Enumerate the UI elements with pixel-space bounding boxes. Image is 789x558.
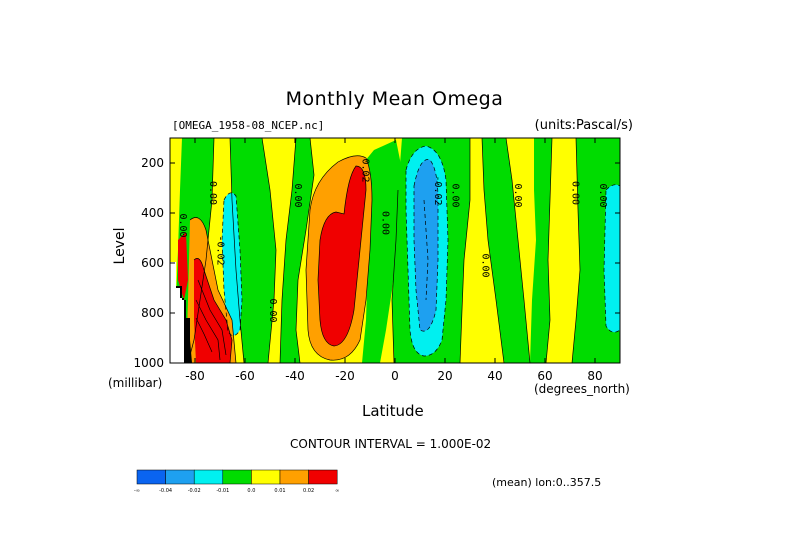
region-info: (mean) lon:0..357.5 — [492, 476, 602, 489]
dataset-label: [OMEGA_1958-08_NCEP.nc] — [172, 119, 325, 132]
x-tick-label: -40 — [285, 369, 305, 383]
x-axis-units: (degrees_north) — [534, 382, 630, 396]
fill-red-region — [194, 258, 232, 363]
contour-labels: -0.02 0.00 0.00 0.00 0.00 0.02 0.00 -0.02 0.00 0.… — [177, 158, 608, 322]
y-tick-label: 400 — [141, 206, 164, 220]
contour-label: 0.00 — [597, 183, 608, 207]
y-tick-label: 800 — [141, 306, 164, 320]
contour-label: 0.00 — [207, 181, 218, 205]
colorbar-swatch — [308, 469, 338, 485]
fill-red-region — [318, 166, 366, 346]
contour-label: 0.00 — [380, 211, 391, 235]
colorbar-label: 0.0 — [247, 488, 255, 494]
x-axis-label: Latitude — [362, 402, 424, 420]
missing-data — [170, 262, 184, 363]
colorbar-label: -0.01 — [216, 488, 229, 494]
y-tick-label: 600 — [141, 256, 164, 270]
x-tick-label: 60 — [537, 369, 552, 383]
colorbar-label: 0.01 — [274, 488, 285, 494]
fill-red-region — [178, 232, 188, 300]
units-label: (units:Pascal/s) — [534, 118, 633, 133]
contour-lines — [187, 138, 581, 363]
y-tick-label: 1000 — [133, 356, 164, 370]
chart-title: Monthly Mean Omega — [285, 88, 504, 110]
colorbar-swatch — [222, 469, 252, 485]
y-axis-ticks: 200 400 600 800 1000 — [133, 156, 620, 370]
x-tick-label: 20 — [437, 369, 452, 383]
colorbar-label: -0.04 — [159, 488, 172, 494]
contour-label: -0.02 — [215, 235, 226, 265]
x-axis-ticks: -80 -60 -40 -20 0 20 40 60 80 — [185, 138, 603, 383]
contour-label: 0.00 — [480, 253, 491, 277]
fill-blue-region — [414, 159, 438, 332]
contour-label: 0.02 — [360, 158, 371, 182]
topography-mask — [176, 286, 192, 363]
fill-green-band — [280, 138, 314, 363]
contour-interval: CONTOUR INTERVAL = 1.000E-02 — [290, 437, 492, 451]
fill-cyan-region — [222, 192, 242, 336]
colorbar: -∞ -0.04 -0.02 -0.01 0.0 0.01 0.02 ∞ — [134, 469, 339, 494]
x-tick-label: 80 — [587, 369, 602, 383]
contour-label: 0.00 — [450, 183, 461, 207]
x-tick-label: -80 — [185, 369, 205, 383]
fill-green-band — [530, 138, 552, 363]
colorbar-swatch — [251, 469, 281, 485]
contour-label: 0.00 — [267, 298, 278, 322]
colorbar-swatch — [279, 469, 309, 485]
x-tick-label: 0 — [391, 369, 399, 383]
x-tick-label: -60 — [235, 369, 255, 383]
y-tick-label: 200 — [141, 156, 164, 170]
contour-label: 0.00 — [177, 213, 188, 237]
colorbar-swatch — [136, 469, 166, 485]
negative-contours — [221, 145, 620, 357]
colorbar-swatch — [193, 469, 224, 485]
colorbar-swatch — [165, 469, 195, 485]
colorbar-label: ∞ — [335, 488, 339, 494]
y-axis-units: (millibar) — [108, 376, 163, 390]
contour-label: 0.00 — [570, 181, 581, 205]
contour-label: -0.02 — [432, 175, 443, 205]
contour-label: 0.00 — [292, 183, 303, 207]
contour-label: 0.00 — [512, 183, 523, 207]
fill-cyan-region — [604, 184, 620, 333]
fill-green-band — [482, 138, 530, 363]
x-tick-label: 40 — [487, 369, 502, 383]
colorbar-label: -0.02 — [188, 488, 201, 494]
colorbar-label: -∞ — [134, 488, 140, 494]
x-tick-label: -20 — [335, 369, 355, 383]
colorbar-label: 0.02 — [303, 488, 314, 494]
